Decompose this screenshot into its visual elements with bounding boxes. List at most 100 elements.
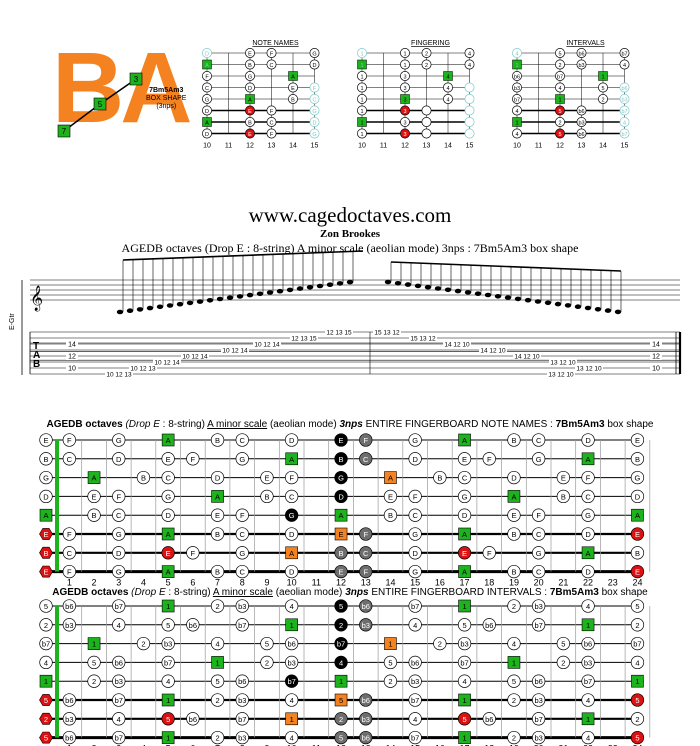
mini-note-label: 4 — [446, 86, 449, 92]
note-marker — [408, 433, 422, 447]
mini-note-label: 1 — [601, 74, 604, 80]
tab-number: 14 — [444, 341, 452, 348]
note-label: D — [585, 568, 591, 577]
note-head — [524, 297, 532, 303]
note-label: B — [339, 549, 344, 558]
shape-name: 7Bm5Am3 — [149, 87, 184, 94]
note-label: 1 — [215, 658, 219, 667]
note-label: E — [388, 492, 393, 501]
mini-root-marker — [288, 71, 298, 81]
mini-note-marker — [421, 117, 432, 127]
note-head — [464, 290, 472, 295]
fret-number: 3 — [116, 578, 121, 588]
note-marker-square — [161, 599, 175, 613]
tab-number: 14 — [200, 353, 208, 360]
mini-note-label: A — [248, 97, 252, 103]
note-marker-square — [581, 452, 595, 466]
open-string-marker — [39, 565, 53, 578]
tab-number: 13 — [148, 365, 156, 372]
fret-number: 11 — [312, 744, 321, 746]
tab-number-bg — [230, 347, 240, 353]
note-marker — [112, 546, 126, 560]
note-marker — [39, 618, 53, 632]
mini-note-marker — [357, 48, 367, 58]
note-marker — [334, 618, 348, 632]
note-marker — [532, 674, 546, 688]
mini-note-marker — [202, 128, 212, 139]
note-marker — [285, 655, 299, 670]
note-marker — [161, 655, 175, 670]
tab-number-bg — [650, 340, 662, 348]
note-head — [414, 283, 422, 289]
mini-note-marker — [357, 105, 367, 116]
mini-fret-number: 13 — [578, 143, 586, 150]
note-marker-square — [507, 656, 521, 669]
fret-number: 20 — [534, 578, 544, 588]
note-label: E — [43, 530, 48, 539]
note-label: 4 — [635, 658, 639, 667]
note-marker — [457, 489, 472, 504]
note-marker — [630, 730, 645, 745]
note-head — [604, 308, 612, 313]
note-marker — [62, 693, 76, 707]
open-string-marker — [39, 528, 53, 540]
mini-note-label: E — [248, 132, 252, 138]
note-marker — [210, 433, 225, 447]
mini-note-label: 3 — [403, 132, 406, 138]
treble-clef: 𝄞 — [30, 285, 43, 311]
note-label: G — [412, 530, 418, 539]
fret-number: 1 — [67, 578, 72, 588]
note-head — [176, 301, 184, 307]
instrument-label: E-Gtr — [9, 313, 16, 330]
mini-note-label: D — [248, 86, 252, 92]
note-marker — [532, 546, 546, 560]
fret-number: 5 — [166, 744, 171, 746]
mini-note-label: 5 — [558, 51, 561, 57]
tab-number-bg — [531, 353, 541, 359]
tab-number-bg — [129, 365, 139, 371]
note-marker — [630, 452, 645, 466]
mini-note-marker — [357, 94, 367, 104]
note-label: C — [363, 455, 369, 464]
tab-number: 12 — [392, 329, 400, 336]
note-marker — [112, 712, 126, 726]
note-label: C — [536, 568, 542, 577]
mini-note-marker — [245, 128, 255, 139]
note-marker — [62, 564, 76, 579]
note-marker — [334, 655, 348, 670]
note-head — [236, 294, 244, 299]
fret-number: 5 — [166, 578, 171, 588]
tab-number-bg — [181, 353, 191, 359]
note-label: b3 — [65, 621, 73, 630]
note-marker — [457, 636, 472, 651]
beam — [390, 261, 622, 272]
tab-number-bg — [123, 371, 133, 377]
note-marker — [186, 618, 200, 632]
note-label: A — [586, 455, 591, 464]
note-label: b3 — [115, 677, 123, 686]
note-marker — [112, 599, 126, 613]
shape-caption: BOX SHAPE — [146, 95, 187, 102]
note-marker — [359, 712, 373, 726]
tab-number-bg — [556, 371, 566, 377]
tab-number: 12 — [291, 335, 299, 342]
note-label: 1 — [586, 715, 590, 724]
note-label: 2 — [44, 715, 48, 724]
note-label: B — [215, 568, 220, 577]
note-label: 4 — [215, 640, 219, 649]
note-marker — [87, 674, 101, 688]
tab-number-bg — [567, 359, 577, 365]
note-marker — [112, 564, 126, 579]
note-label: D — [165, 511, 171, 520]
mini-root-marker — [512, 117, 522, 127]
mini-note-marker — [619, 94, 630, 104]
note-label: E — [635, 568, 640, 577]
note-label: 2 — [438, 640, 442, 649]
fret-number: 2 — [92, 744, 97, 746]
shape-label: 7Bm5Am3 BOX SHAPE (3nps) — [146, 87, 186, 111]
note-marker — [408, 618, 422, 632]
note-head — [296, 286, 304, 291]
fret-number: 22 — [583, 744, 593, 746]
note-marker — [532, 599, 546, 613]
note-head — [206, 298, 214, 303]
